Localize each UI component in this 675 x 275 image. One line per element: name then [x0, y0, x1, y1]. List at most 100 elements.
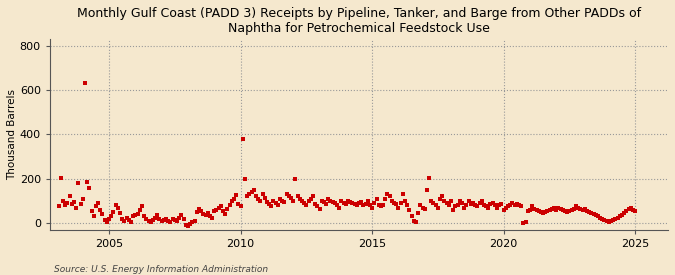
Text: Source: U.S. Energy Information Administration: Source: U.S. Energy Information Administ…: [54, 265, 268, 274]
Point: [547, 207, 558, 211]
Point: [452, 203, 463, 208]
Point: [209, 209, 219, 213]
Point: [336, 199, 347, 203]
Point: [375, 204, 386, 209]
Point: [150, 215, 161, 220]
Point: [498, 208, 509, 212]
Point: [437, 194, 448, 199]
Point: [358, 203, 369, 208]
Point: [408, 219, 419, 223]
Point: [406, 214, 417, 219]
Point: [240, 177, 250, 181]
Point: [250, 194, 261, 199]
Point: [319, 200, 329, 204]
Point: [286, 196, 296, 200]
Point: [86, 209, 97, 213]
Point: [281, 192, 292, 196]
Point: [387, 199, 398, 203]
Point: [389, 201, 400, 205]
Point: [538, 211, 549, 215]
Point: [419, 207, 430, 211]
Point: [252, 197, 263, 201]
Point: [396, 201, 406, 205]
Point: [470, 203, 481, 208]
Point: [327, 200, 338, 204]
Point: [196, 209, 207, 213]
Point: [512, 202, 522, 207]
Point: [82, 180, 92, 184]
Point: [246, 190, 257, 194]
Point: [568, 207, 579, 211]
Point: [200, 213, 211, 218]
Point: [145, 220, 156, 224]
Point: [290, 177, 301, 181]
Point: [575, 207, 586, 211]
Point: [364, 203, 375, 208]
Point: [617, 213, 628, 218]
Point: [573, 205, 584, 210]
Point: [558, 208, 568, 212]
Point: [275, 197, 286, 201]
Point: [132, 212, 143, 216]
Point: [220, 212, 231, 216]
Point: [117, 216, 128, 221]
Point: [141, 216, 152, 221]
Point: [312, 204, 323, 209]
Point: [443, 203, 454, 208]
Point: [84, 185, 95, 190]
Point: [233, 202, 244, 207]
Point: [477, 199, 487, 203]
Point: [73, 181, 84, 185]
Point: [288, 199, 298, 203]
Point: [520, 220, 531, 224]
Point: [481, 204, 491, 209]
Point: [430, 203, 441, 208]
Point: [352, 203, 362, 208]
Point: [584, 210, 595, 214]
Point: [115, 211, 126, 215]
Point: [261, 200, 272, 204]
Point: [213, 205, 224, 210]
Point: [626, 205, 637, 210]
Point: [224, 203, 235, 208]
Point: [371, 197, 382, 201]
Point: [393, 205, 404, 210]
Point: [553, 205, 564, 210]
Point: [591, 213, 601, 218]
Point: [461, 203, 472, 208]
Point: [229, 197, 240, 201]
Point: [143, 219, 154, 223]
Point: [69, 200, 80, 204]
Point: [362, 199, 373, 203]
Point: [412, 211, 423, 215]
Point: [360, 202, 371, 207]
Point: [277, 199, 288, 203]
Point: [159, 218, 169, 222]
Point: [400, 199, 410, 203]
Point: [198, 212, 209, 216]
Point: [80, 81, 90, 86]
Point: [92, 201, 103, 205]
Point: [529, 207, 540, 211]
Point: [157, 219, 167, 223]
Point: [424, 175, 435, 180]
Point: [338, 201, 349, 205]
Point: [621, 209, 632, 213]
Point: [446, 199, 456, 203]
Point: [104, 216, 115, 221]
Point: [331, 203, 342, 208]
Point: [90, 204, 101, 209]
Point: [597, 216, 608, 221]
Point: [421, 188, 432, 192]
Point: [456, 201, 467, 205]
Point: [66, 202, 77, 207]
Point: [402, 203, 412, 208]
Point: [136, 204, 147, 209]
Point: [516, 204, 526, 209]
Point: [343, 199, 354, 203]
Point: [257, 192, 268, 196]
Point: [441, 201, 452, 205]
Point: [373, 203, 384, 208]
Point: [187, 220, 198, 224]
Point: [182, 224, 193, 229]
